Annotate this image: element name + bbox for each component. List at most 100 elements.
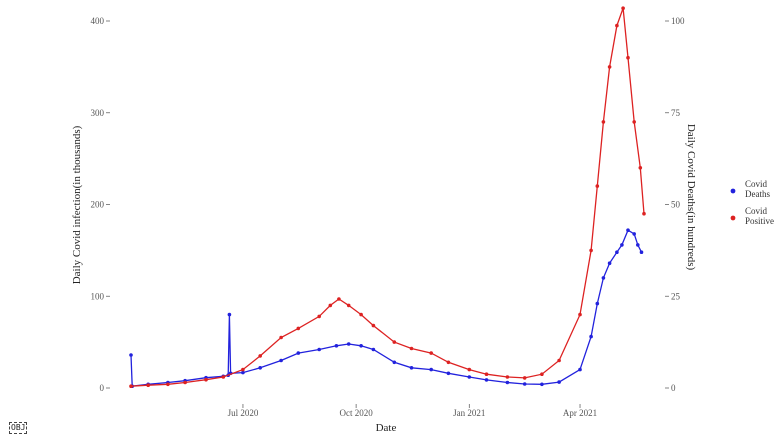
covid-positive-point — [166, 382, 170, 387]
covid-positive-point — [642, 211, 646, 216]
covid-deaths-point — [615, 250, 619, 254]
covid-positive-point — [446, 360, 451, 365]
series-layer — [129, 6, 646, 389]
covid-positive-point — [578, 312, 582, 317]
legend-label-covid-deaths: Covid — [745, 179, 768, 189]
covid-positive-line — [130, 7, 645, 387]
covid-positive-point — [505, 375, 510, 379]
covid-deaths-point — [334, 344, 339, 348]
covid-positive-point — [337, 297, 341, 301]
left-tick-label: 100 — [91, 291, 105, 301]
covid-deaths-point — [317, 347, 322, 352]
right-tick-label: 100 — [671, 16, 685, 26]
covid-positive-point — [359, 312, 363, 317]
covid-positive-point — [258, 354, 263, 358]
covid-deaths-point — [129, 353, 133, 357]
covid-positive-point — [626, 55, 630, 60]
covid-deaths-point — [296, 351, 301, 355]
right-tick-label: 25 — [671, 291, 681, 301]
covid-deaths-point — [557, 380, 561, 384]
covid-positive-point — [638, 166, 643, 170]
legend-key-covid-deaths — [730, 188, 736, 194]
covid-deaths-point — [429, 367, 434, 372]
covid-deaths-point — [371, 347, 376, 352]
covid-deaths-point — [446, 371, 451, 376]
covid-deaths-point — [636, 243, 640, 247]
covid-positive-point — [241, 367, 245, 372]
right-tick-label: 75 — [671, 108, 681, 118]
covid-positive-point — [621, 6, 625, 10]
covid-deaths-series — [129, 228, 644, 389]
covid-deaths-point — [639, 250, 644, 254]
covid-deaths-line — [130, 229, 643, 387]
left-tick-label: 400 — [91, 16, 105, 26]
covid-positive-point — [540, 372, 544, 377]
covid-deaths-point — [359, 344, 363, 348]
covid-positive-point — [296, 326, 301, 331]
covid-positive-point — [409, 346, 414, 351]
covid-positive-point — [615, 23, 619, 28]
covid-positive-point — [607, 65, 612, 69]
covid-deaths-point — [595, 301, 600, 306]
covid-positive-point — [632, 120, 636, 124]
x-tick-label: Oct 2020 — [340, 408, 374, 418]
legend-label-covid-positive: Covid — [745, 206, 768, 216]
covid-positive-point — [392, 340, 397, 344]
covid-deaths-point — [601, 276, 606, 280]
covid-deaths-point — [258, 366, 263, 370]
left-axis-title: Daily Covid infection(in thousands) — [71, 125, 83, 284]
covid-positive-point — [429, 351, 434, 355]
x-tick-label: Jul 2020 — [228, 408, 259, 418]
covid-positive-series — [129, 6, 646, 389]
legend-label-covid-positive-line2: Positive — [745, 216, 774, 226]
covid-positive-point — [129, 384, 133, 389]
left-tick-label: 200 — [91, 200, 105, 210]
covid-deaths-point — [505, 380, 510, 385]
covid-positive-point — [601, 120, 606, 124]
obj-badge: OBJ — [9, 422, 28, 434]
axes-layer: 0 100 200 300 400 0 25 50 75 100 Jul 2020 Oct 2020 J… — [91, 16, 686, 418]
covid-positive-point — [221, 375, 226, 379]
x-axis-title: Date — [376, 422, 397, 434]
covid-deaths-point — [279, 358, 283, 363]
covid-deaths-point — [346, 342, 351, 346]
covid-positive-point — [595, 184, 600, 188]
covid-deaths-point — [632, 232, 636, 236]
legend-label-covid-deaths-line2: Deaths — [745, 189, 770, 199]
covid-deaths-point — [484, 378, 489, 382]
covid-deaths-point — [589, 334, 593, 339]
covid-positive-point — [317, 314, 322, 319]
covid-deaths-point — [241, 370, 245, 375]
covid-positive-point — [346, 303, 351, 308]
covid-positive-point — [557, 358, 561, 363]
covid-positive-point — [371, 323, 376, 328]
covid-deaths-point — [392, 360, 397, 365]
covid-positive-point — [522, 376, 527, 380]
x-tick-label: Apr 2021 — [563, 408, 597, 418]
covid-positive-point — [589, 248, 593, 253]
covid-deaths-point — [626, 228, 630, 232]
covid-positive-point — [146, 383, 150, 388]
covid-deaths-point — [620, 243, 624, 247]
covid-deaths-point — [540, 382, 544, 387]
legend-key-covid-positive — [730, 215, 736, 221]
covid-positive-point — [484, 372, 489, 377]
covid-deaths-point — [409, 366, 414, 370]
covid-positive-point — [183, 380, 187, 385]
right-tick-label: 50 — [671, 200, 681, 210]
left-tick-label: 300 — [91, 108, 105, 118]
covid-positive-point — [204, 377, 208, 382]
covid-deaths-point — [607, 261, 612, 266]
right-axis-title: Daily Covid Deaths(in hundreds) — [685, 124, 697, 271]
right-tick-label: 0 — [671, 383, 676, 393]
x-tick-label: Jan 2021 — [453, 408, 485, 418]
covid-deaths-point — [227, 312, 232, 317]
left-tick-label: 0 — [100, 383, 105, 393]
covid-positive-point — [467, 367, 472, 372]
covid-deaths-point — [467, 375, 472, 379]
covid-positive-point — [328, 303, 333, 308]
covid-deaths-point — [522, 382, 527, 386]
covid-deaths-point — [578, 367, 582, 372]
